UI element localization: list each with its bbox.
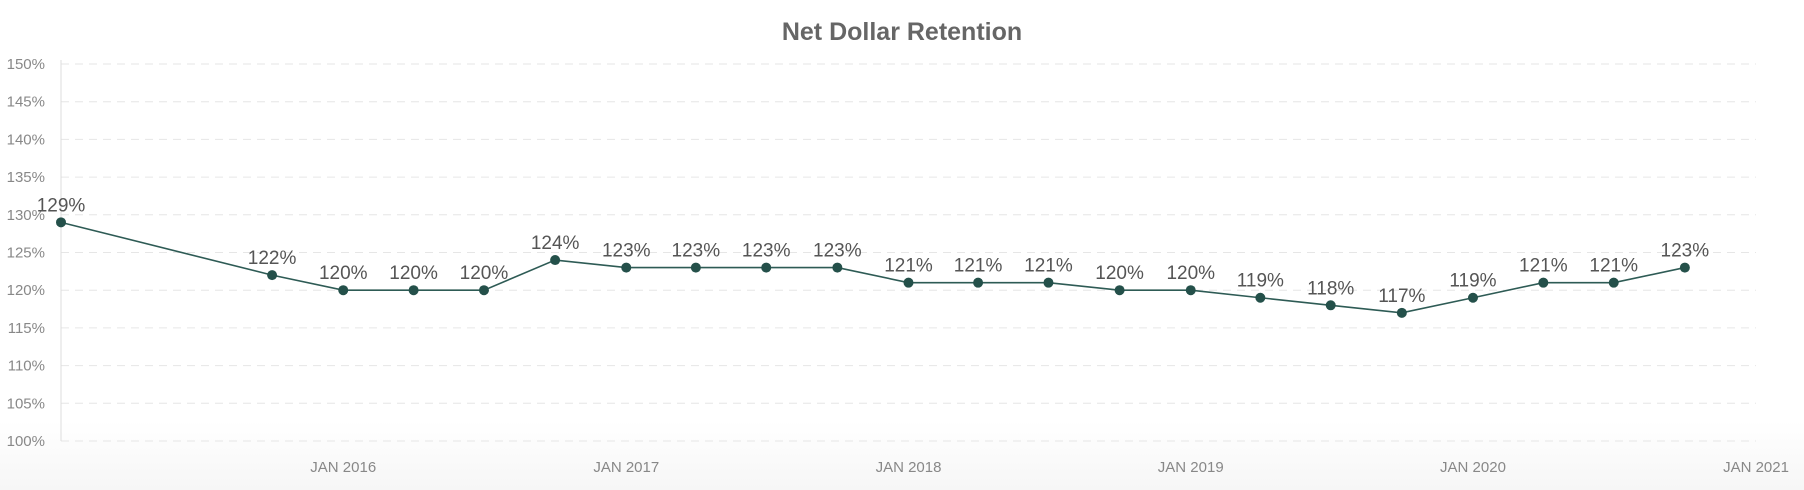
data-point [1538,277,1549,288]
data-label: 123% [602,241,651,262]
data-point [56,217,66,228]
data-label: 120% [389,263,438,284]
y-tick-label: 135% [7,169,45,186]
y-tick-label: 110% [8,358,45,375]
data-point [1185,285,1196,296]
data-label: 121% [884,256,933,277]
data-label: 121% [1589,256,1638,277]
data-label: 120% [319,263,368,284]
y-tick-label: 100% [7,433,45,450]
data-point [973,277,984,288]
y-tick-label: 145% [7,94,45,111]
data-point [761,262,772,273]
data-point [1396,307,1407,318]
data-point [478,285,489,296]
y-tick-label: 125% [7,245,45,262]
data-label: 118% [1307,278,1354,299]
data-label: 117% [1378,286,1425,307]
data-label: 121% [1519,256,1568,277]
data-point [1608,277,1619,288]
y-tick-label: 115% [8,320,45,337]
x-tick-label: JAN 2019 [1158,459,1224,476]
data-label: 120% [460,263,509,284]
x-tick-label: JAN 2018 [876,459,942,476]
y-tick-label: 130% [7,207,45,224]
data-label: 123% [742,241,791,262]
data-point [832,262,843,273]
chart-title: Net Dollar Retention [781,18,1023,46]
data-label: 122% [248,248,297,269]
y-tick-label: 120% [7,282,45,299]
data-label: 123% [1661,241,1710,262]
data-point [1679,262,1690,273]
data-label: 121% [954,256,1003,277]
data-label: 119% [1449,271,1496,292]
series-line [60,221,1686,314]
x-tick-label: JAN 2020 [1440,459,1506,476]
data-point [1467,292,1478,303]
data-point [267,270,278,281]
data-point [1114,285,1125,296]
data-point [408,285,419,296]
data-point [690,262,701,273]
data-label: 119% [1237,271,1284,292]
data-label: 120% [1166,263,1215,284]
y-tick-label: 140% [7,131,45,148]
data-point [550,255,561,266]
data-point [1255,292,1266,303]
x-tick-label: JAN 2017 [593,459,659,476]
data-label: 129% [37,195,86,216]
x-tick-label: JAN 2021 [1723,459,1789,476]
data-label: 123% [813,241,862,262]
data-label: 120% [1095,263,1144,284]
data-point [1325,300,1336,311]
data-label: 124% [531,233,580,254]
data-point [1043,277,1054,288]
data-point [338,285,349,296]
data-label: 123% [672,241,721,262]
data-point [621,262,632,273]
x-tick-label: JAN 2016 [310,459,376,476]
y-tick-label: 150% [7,56,45,73]
y-tick-label: 105% [7,395,45,412]
data-point [903,277,914,288]
data-label: 121% [1024,256,1073,277]
